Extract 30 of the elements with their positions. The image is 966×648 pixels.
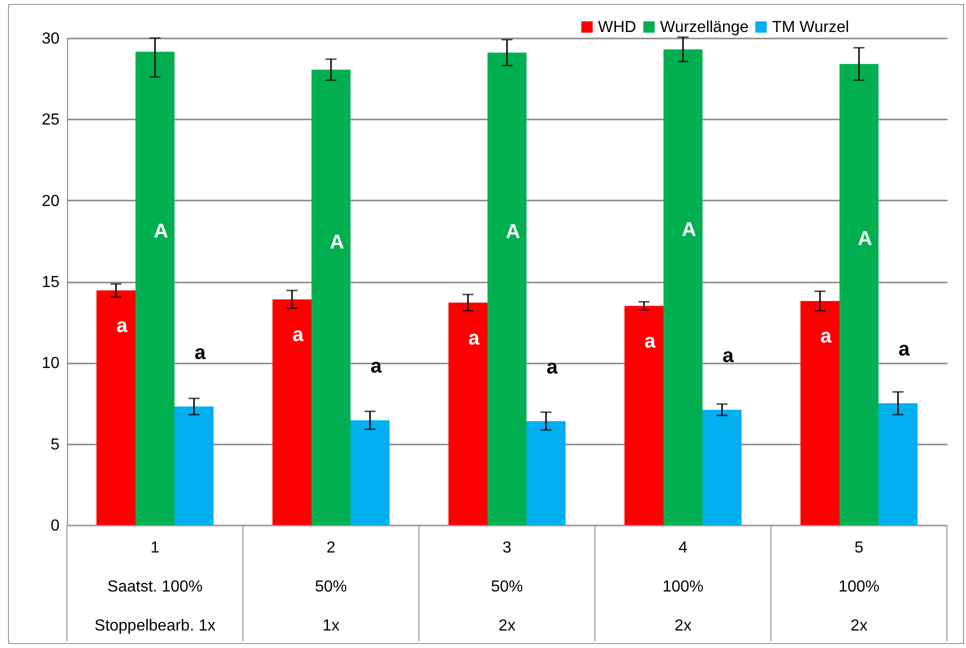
y-tick-label: 20 xyxy=(42,192,60,210)
y-tick-label: 15 xyxy=(42,274,60,291)
annotation: a xyxy=(644,330,656,353)
legend-label: Wurzellänge xyxy=(660,19,749,36)
legend-label: WHD xyxy=(598,19,636,36)
annotation: A xyxy=(154,220,168,243)
annotation: A xyxy=(330,232,344,254)
y-tick-label: 25 xyxy=(42,112,60,129)
y-tick-label: 0 xyxy=(50,518,60,534)
category-label: 4 100% 2x xyxy=(662,540,704,634)
annotation: a xyxy=(820,326,832,348)
legend-label: TM Wurzel xyxy=(772,19,850,36)
category-label: 5 100% 2x xyxy=(838,540,880,634)
annotation: a xyxy=(116,315,128,338)
annotation: A xyxy=(858,228,872,250)
annotation: a xyxy=(898,338,910,361)
category-label: 3 50% 2x xyxy=(490,540,524,634)
annotation: a xyxy=(468,327,480,350)
annotation: a xyxy=(194,342,206,364)
category-label: 1 Saatst. 100% Stoppelbearb. 1x xyxy=(94,540,216,634)
category-label: 2 50% 1x xyxy=(314,540,348,634)
annotation: a xyxy=(546,356,558,379)
annotation: a xyxy=(370,356,382,378)
y-tick-label: 5 xyxy=(50,436,60,454)
y-tick-label: 10 xyxy=(42,355,60,372)
y-tick-label: 30 xyxy=(42,30,60,48)
annotation: A xyxy=(506,221,520,244)
annotation: a xyxy=(292,324,304,346)
annotation: A xyxy=(682,219,696,242)
annotation: a xyxy=(722,345,734,368)
